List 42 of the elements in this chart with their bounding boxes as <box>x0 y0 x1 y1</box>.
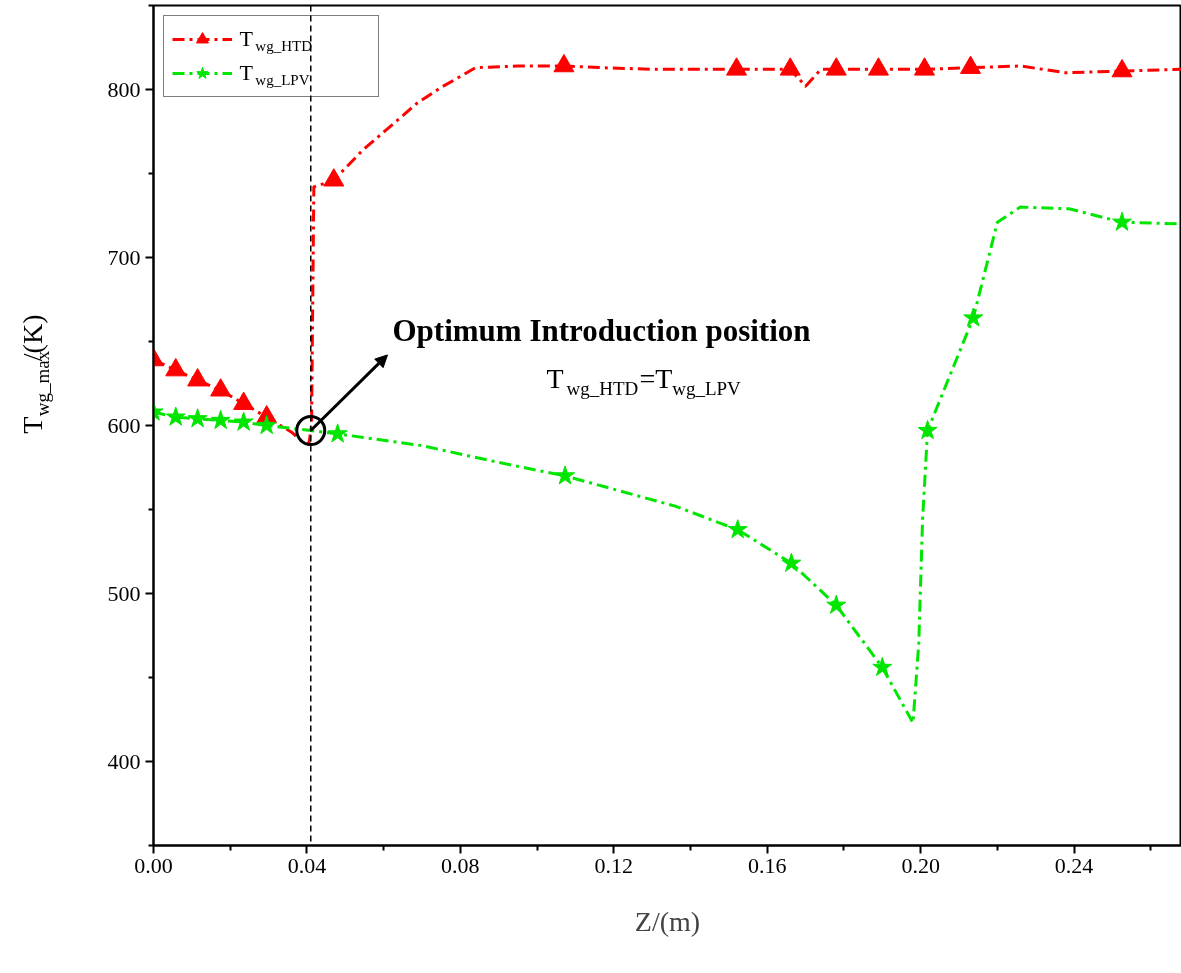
y-tick-label: 500 <box>107 580 141 606</box>
point <box>553 53 575 73</box>
point <box>210 409 231 430</box>
x-tick-label: 0.12 <box>594 852 634 878</box>
point <box>826 594 847 614</box>
annotation: Optimum Introduction position <box>392 313 811 349</box>
y-tick-label: 700 <box>107 244 141 270</box>
y-tick-label: 400 <box>107 748 141 774</box>
x-axis-title: Z/(m) <box>634 905 701 937</box>
point <box>323 168 345 187</box>
point <box>233 411 254 431</box>
x-tick-label: 0.04 <box>287 852 327 878</box>
point <box>867 57 889 76</box>
x-tick-label: 0.16 <box>747 852 787 878</box>
point <box>256 415 277 435</box>
point <box>727 519 748 539</box>
y-axis-title: Twg_max/(K) <box>17 314 53 434</box>
x-tick-label: 0.00 <box>134 852 173 878</box>
point <box>165 358 187 377</box>
point <box>1111 58 1133 78</box>
point <box>779 57 801 76</box>
point <box>555 465 576 485</box>
x-tick-label: 0.08 <box>441 852 480 878</box>
x-tick-label: 0.24 <box>1054 852 1094 878</box>
point <box>1112 211 1133 231</box>
point <box>165 406 186 426</box>
point <box>187 408 208 428</box>
point <box>187 368 209 387</box>
y-tick-label: 800 <box>107 76 141 102</box>
y-tick-label: 600 <box>107 412 141 438</box>
x-tick-label: 0.20 <box>901 852 940 878</box>
point <box>781 552 802 572</box>
point <box>726 57 748 76</box>
point <box>825 57 847 76</box>
point <box>960 55 982 74</box>
point <box>327 423 348 443</box>
point <box>210 378 232 397</box>
point <box>233 391 255 410</box>
point <box>872 656 893 677</box>
point <box>917 420 938 440</box>
point <box>914 57 935 76</box>
point <box>963 307 984 327</box>
